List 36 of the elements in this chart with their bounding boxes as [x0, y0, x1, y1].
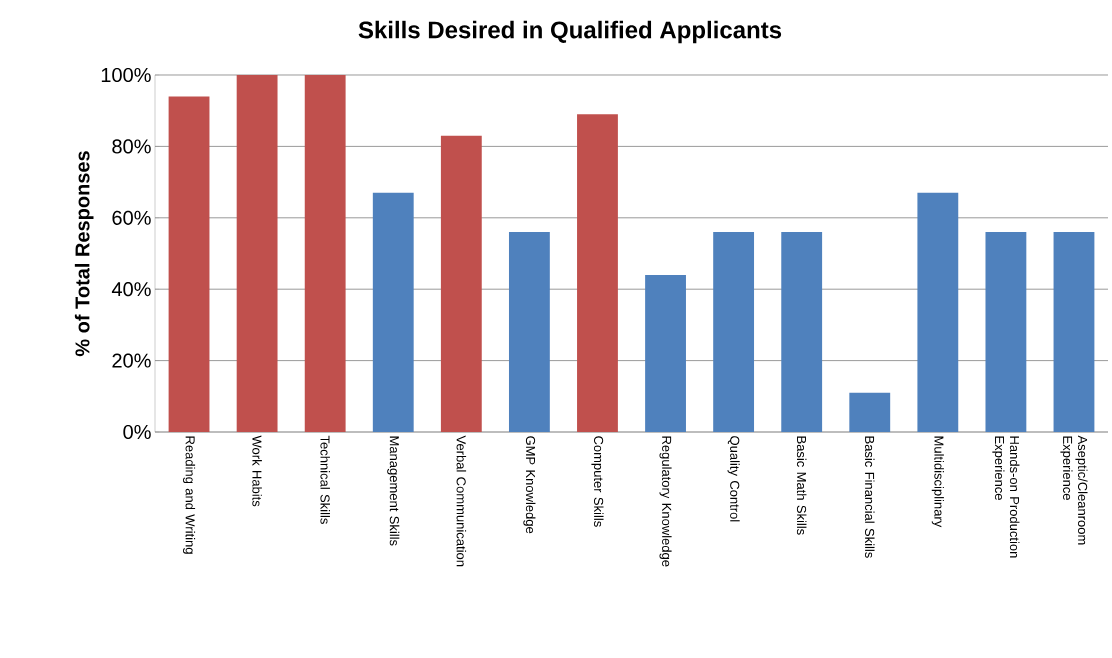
bar	[577, 114, 618, 432]
bar	[168, 96, 210, 432]
bar	[372, 192, 414, 432]
bar	[1053, 232, 1095, 432]
x-tick-label: Reading and Writing	[182, 436, 196, 554]
chart-title: Skills Desired in Qualified Applicants	[358, 20, 782, 44]
x-tick-label: Regulatory Knowledge	[659, 436, 672, 567]
bar	[985, 232, 1027, 432]
x-tick-label: Verbal Communication	[456, 435, 467, 567]
y-tick-label: 20%	[112, 353, 151, 368]
x-tick-label: Basic Financial Skills	[864, 436, 875, 558]
x-tick-label: Management Skills	[387, 436, 400, 546]
x-tick-label: Technical Skills	[320, 435, 330, 524]
y-tick-label: 60%	[112, 210, 151, 225]
x-tick-label: Multidisciplinary	[931, 436, 944, 528]
bar	[917, 192, 959, 432]
x-tick-label: Basic Math Skills	[796, 436, 807, 535]
x-tick-label: Computer Skills	[591, 436, 604, 527]
bar	[440, 135, 482, 432]
bar	[508, 232, 550, 432]
x-tick-label: GMP Knowledge	[523, 436, 536, 534]
bar	[236, 75, 278, 432]
bar	[781, 232, 823, 432]
x-tick-label: Work Habits	[252, 435, 262, 507]
y-tick-label: 80%	[112, 139, 151, 154]
y-tick-label: 40%	[111, 282, 151, 297]
x-tick-label: Quality Control	[727, 436, 740, 522]
bar	[713, 232, 755, 432]
bar	[304, 75, 346, 432]
x-tick-label: Hands-on Production Experience	[992, 436, 1020, 558]
bar	[645, 274, 686, 432]
y-axis-title: % of Total Responses	[74, 151, 94, 357]
bar	[849, 392, 891, 432]
y-tick-label: 100%	[101, 67, 151, 83]
y-tick-label: 0%	[123, 424, 151, 440]
x-tick-label: Aseptic/Cleanroom Experience	[1060, 435, 1088, 545]
